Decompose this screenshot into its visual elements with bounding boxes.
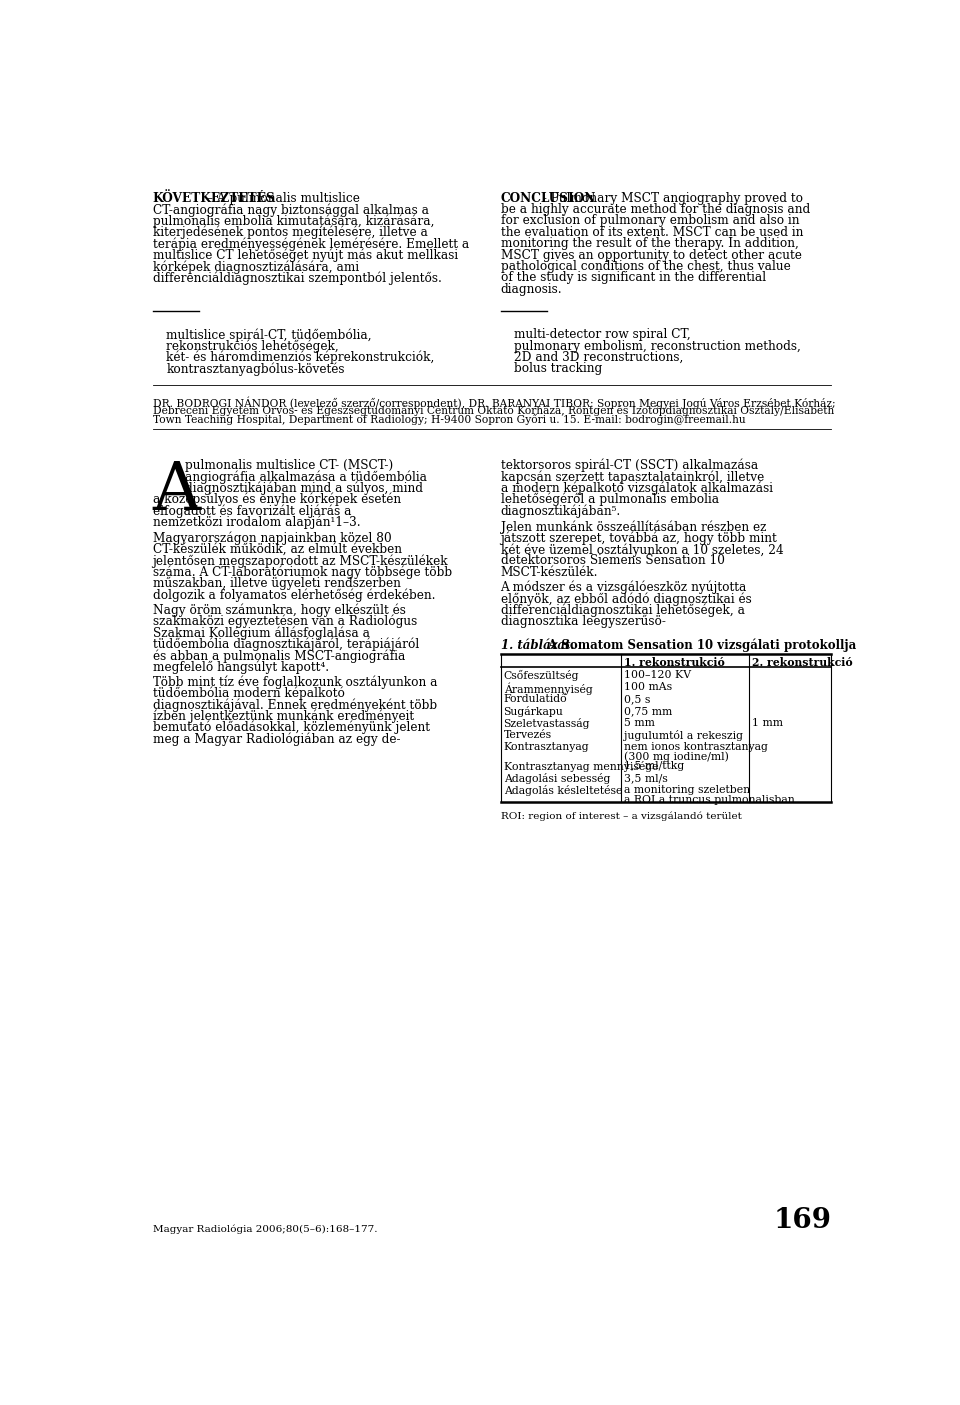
- Text: 169: 169: [774, 1207, 831, 1234]
- Text: tüdőembólia diagnosztikájáról, terápiájáról: tüdőembólia diagnosztikájáról, terápiájá…: [153, 638, 419, 651]
- Text: pulmonalis multislice CT- (MSCT-): pulmonalis multislice CT- (MSCT-): [185, 459, 394, 472]
- Text: Kontrasztanyag mennyisége: Kontrasztanyag mennyisége: [504, 762, 659, 773]
- Text: pulmonary embolism, reconstruction methods,: pulmonary embolism, reconstruction metho…: [515, 340, 802, 353]
- Text: Csőfeszültség: Csőfeszültség: [504, 670, 579, 681]
- Text: detektorsoros Siemens Sensation 10: detektorsoros Siemens Sensation 10: [500, 555, 725, 568]
- Text: angiográfia alkalmazása a tüdőembólia: angiográfia alkalmazása a tüdőembólia: [185, 471, 427, 483]
- Text: ízben jelentkeztünk munkánk eredményeit: ízben jelentkeztünk munkánk eredményeit: [153, 710, 414, 724]
- Text: differenciáldiagnosztikai szempontból jelentős.: differenciáldiagnosztikai szempontból je…: [153, 271, 442, 285]
- Text: 1 mm: 1 mm: [752, 718, 782, 728]
- Text: CT-angiográfia nagy biztonsággal alkalmas a: CT-angiográfia nagy biztonsággal alkalma…: [153, 204, 428, 216]
- Text: diagnosztikájában⁵.: diagnosztikájában⁵.: [500, 504, 621, 518]
- Text: Magyarországon napjainkban közel 80: Magyarországon napjainkban közel 80: [153, 531, 391, 545]
- Text: a középsúlyos és enyhe kórképek esetén: a középsúlyos és enyhe kórképek esetén: [153, 493, 400, 506]
- Text: 2D and 3D reconstructions,: 2D and 3D reconstructions,: [515, 351, 684, 364]
- Text: KÖVETKEZTETÉS: KÖVETKEZTETÉS: [153, 191, 276, 205]
- Text: MSCT gives an opportunity to detect other acute: MSCT gives an opportunity to detect othe…: [500, 249, 802, 261]
- Text: Sugárkapu: Sugárkapu: [504, 705, 564, 717]
- Text: bemutató előadásokkal, közleményünk jelent: bemutató előadásokkal, közleményünk jele…: [153, 721, 429, 735]
- Text: kontrasztanyagbólus-követés: kontrasztanyagbólus-követés: [166, 362, 345, 375]
- Text: A Somatom Sensation 10 vizsgálati protokollja: A Somatom Sensation 10 vizsgálati protok…: [544, 639, 856, 652]
- Text: 100–120 KV: 100–120 KV: [624, 670, 691, 680]
- Text: műszakban, illetve ügyeleti rendszerben: műszakban, illetve ügyeleti rendszerben: [153, 577, 400, 590]
- Text: A módszer és a vizsgálóeszköz nyújtotta: A módszer és a vizsgálóeszköz nyújtotta: [500, 580, 747, 594]
- Text: Magyar Radiológia 2006;80(5–6):168–177.: Magyar Radiológia 2006;80(5–6):168–177.: [153, 1224, 377, 1234]
- Text: MSCT-készülék.: MSCT-készülék.: [500, 566, 598, 579]
- Text: 3,5 ml/s: 3,5 ml/s: [624, 773, 668, 783]
- Text: Nagy öröm számunkra, hogy elkészült és: Nagy öröm számunkra, hogy elkészült és: [153, 604, 405, 617]
- Text: nem ionos kontrasztanyag: nem ionos kontrasztanyag: [624, 742, 768, 752]
- Text: két éve üzemel osztályunkon a 10 szeletes, 24: két éve üzemel osztályunkon a 10 szelete…: [500, 544, 783, 556]
- Text: CONCLUSION: CONCLUSION: [500, 191, 596, 205]
- Text: ROI: region of interest – a vizsgálandó terület: ROI: region of interest – a vizsgálandó …: [500, 811, 741, 821]
- Text: Szakmai Kollégium állásfoglalása a: Szakmai Kollégium állásfoglalása a: [153, 627, 370, 639]
- Text: for exclusion of pulmonary embolism and also in: for exclusion of pulmonary embolism and …: [500, 215, 799, 228]
- Text: tüdőembólia modern képalkotó: tüdőembólia modern képalkotó: [153, 687, 345, 700]
- Text: 1,5 ml/ttkg: 1,5 ml/ttkg: [624, 762, 684, 771]
- Text: nemzetközi irodalom alapján¹1–3.: nemzetközi irodalom alapján¹1–3.: [153, 516, 360, 530]
- Text: be a highly accurate method for the diagnosis and: be a highly accurate method for the diag…: [500, 204, 810, 216]
- Text: multislice CT lehetőséget nyújt más akut mellkasi: multislice CT lehetőséget nyújt más akut…: [153, 249, 458, 263]
- Text: 1. rekonstrukció: 1. rekonstrukció: [624, 658, 725, 669]
- Text: Debreceni Egyetem Orvos- és Egészségtudományi Centrum Oktató Kórháza, Röntgen és: Debreceni Egyetem Orvos- és Egészségtudo…: [153, 405, 834, 416]
- Text: meg a Magyar Radiológiában az egy de-: meg a Magyar Radiológiában az egy de-: [153, 732, 400, 746]
- Text: száma. A CT-laboratóriumok nagy többsége több: száma. A CT-laboratóriumok nagy többsége…: [153, 566, 451, 579]
- Text: jugulumtól a rekeszig: jugulumtól a rekeszig: [624, 729, 743, 740]
- Text: pulmonalis embolia kimutatására, kizárására,: pulmonalis embolia kimutatására, kizárás…: [153, 215, 434, 228]
- Text: Adagolási sebesség: Adagolási sebesség: [504, 773, 610, 784]
- Text: Árammennyiség: Árammennyiség: [504, 681, 592, 694]
- Text: a modern képalkotó vizsgálatok alkalmazási: a modern képalkotó vizsgálatok alkalmazá…: [500, 482, 773, 495]
- Text: 5 mm: 5 mm: [624, 718, 656, 728]
- Text: – A pulmonalis multislice: – A pulmonalis multislice: [203, 191, 360, 205]
- Text: lehetőségéről a pulmonalis embolia: lehetőségéről a pulmonalis embolia: [500, 493, 719, 506]
- Text: két- és háromdimenziós képrekonstrukciók,: két- és háromdimenziós képrekonstrukciók…: [166, 351, 435, 364]
- Text: Kontrasztanyag: Kontrasztanyag: [504, 742, 589, 752]
- Text: elfogadott és favorizált eljárás a: elfogadott és favorizált eljárás a: [153, 504, 351, 518]
- Text: Town Teaching Hospital, Department of Radiology; H-9400 Sopron Győri u. 15. E-ma: Town Teaching Hospital, Department of Ra…: [153, 414, 745, 426]
- Text: (300 mg iodine/ml): (300 mg iodine/ml): [624, 752, 730, 762]
- Text: multislice spirál-CT, tüdőembólia,: multislice spirál-CT, tüdőembólia,: [166, 329, 372, 341]
- Text: DR. BODROGI NÁNDOR (levelező szerző/correspondent), DR. BARANYAI TIBOR: Sopron M: DR. BODROGI NÁNDOR (levelező szerző/corr…: [153, 396, 835, 409]
- Text: rekonstrukciós lehetőségek,: rekonstrukciós lehetőségek,: [166, 340, 339, 353]
- Text: - Pulmonary MSCT angiography proved to: - Pulmonary MSCT angiography proved to: [540, 191, 804, 205]
- Text: szakmaközi egyeztetésen van a Radiológus: szakmaközi egyeztetésen van a Radiológus: [153, 615, 417, 628]
- Text: előnyök, az ebből adódó diagnosztikai és: előnyök, az ebből adódó diagnosztikai és: [500, 592, 752, 606]
- Text: Jelen munkánk összeállításában részben ez: Jelen munkánk összeállításában részben e…: [500, 520, 766, 534]
- Text: 2. rekonstrukció: 2. rekonstrukció: [752, 658, 852, 669]
- Text: Adagolás késleltetése: Adagolás késleltetése: [504, 785, 622, 797]
- Text: bolus tracking: bolus tracking: [515, 362, 603, 375]
- Text: Fordulatidő: Fordulatidő: [504, 694, 567, 704]
- Text: jelentősen megszaporodott az MSCT-készülékek: jelentősen megszaporodott az MSCT-készül…: [153, 555, 448, 568]
- Text: A: A: [153, 459, 201, 524]
- Text: diagnosztikájával. Ennek eredményeként több: diagnosztikájával. Ennek eredményeként t…: [153, 698, 437, 711]
- Text: Szeletvastasság: Szeletvastasság: [504, 718, 590, 729]
- Text: 0,5 s: 0,5 s: [624, 694, 651, 704]
- Text: pathological conditions of the chest, thus value: pathological conditions of the chest, th…: [500, 260, 790, 273]
- Text: 0,75 mm: 0,75 mm: [624, 705, 673, 717]
- Text: diagnosis.: diagnosis.: [500, 282, 563, 296]
- Text: of the study is significant in the differential: of the study is significant in the diffe…: [500, 271, 766, 284]
- Text: 100 mAs: 100 mAs: [624, 681, 673, 693]
- Text: kórképek diagnosztizálására, ami: kórképek diagnosztizálására, ami: [153, 260, 359, 274]
- Text: kiterjedésének pontos megítélésére, illetve a: kiterjedésének pontos megítélésére, ille…: [153, 226, 427, 239]
- Text: 1. táblázat.: 1. táblázat.: [500, 639, 574, 652]
- Text: diagnosztika leegyszerűsö-: diagnosztika leegyszerűsö-: [500, 615, 665, 628]
- Text: terápia eredményességének lemérésére. Emellett a: terápia eredményességének lemérésére. Em…: [153, 237, 468, 250]
- Text: Több mint tíz éve foglalkozunk osztályunkon a: Több mint tíz éve foglalkozunk osztályun…: [153, 676, 437, 688]
- Text: the evaluation of its extent. MSCT can be used in: the evaluation of its extent. MSCT can b…: [500, 226, 803, 239]
- Text: diagnosztikájában mind a súlyos, mind: diagnosztikájában mind a súlyos, mind: [185, 482, 423, 495]
- Text: tektorsoros spirál-CT (SSCT) alkalmazása: tektorsoros spirál-CT (SSCT) alkalmazása: [500, 459, 757, 472]
- Text: Tervezés: Tervezés: [504, 729, 552, 740]
- Text: kapcsán szerzett tapasztalatainkról, illetve: kapcsán szerzett tapasztalatainkról, ill…: [500, 471, 764, 483]
- Text: monitoring the result of the therapy. In addition,: monitoring the result of the therapy. In…: [500, 237, 799, 250]
- Text: és abban a pulmonalis MSCT-angiográfia: és abban a pulmonalis MSCT-angiográfia: [153, 649, 405, 663]
- Text: dolgozik a folyamatos elérhetőség érdekében.: dolgozik a folyamatos elérhetőség érdeké…: [153, 589, 435, 603]
- Text: megfelelő hangsúlyt kapott⁴.: megfelelő hangsúlyt kapott⁴.: [153, 660, 328, 674]
- Text: a ROI a truncus pulmonalisban: a ROI a truncus pulmonalisban: [624, 795, 795, 805]
- Text: CT-készülék működik, az elmúlt években: CT-készülék működik, az elmúlt években: [153, 544, 401, 556]
- Text: differenciáldiagnosztikai lehetőségek, a: differenciáldiagnosztikai lehetőségek, a: [500, 604, 745, 617]
- Text: játszott szerepet, továbbá az, hogy több mint: játszott szerepet, továbbá az, hogy több…: [500, 531, 778, 545]
- Text: a monitoring szeletben: a monitoring szeletben: [624, 785, 751, 795]
- Text: multi-detector row spiral CT,: multi-detector row spiral CT,: [515, 329, 691, 341]
